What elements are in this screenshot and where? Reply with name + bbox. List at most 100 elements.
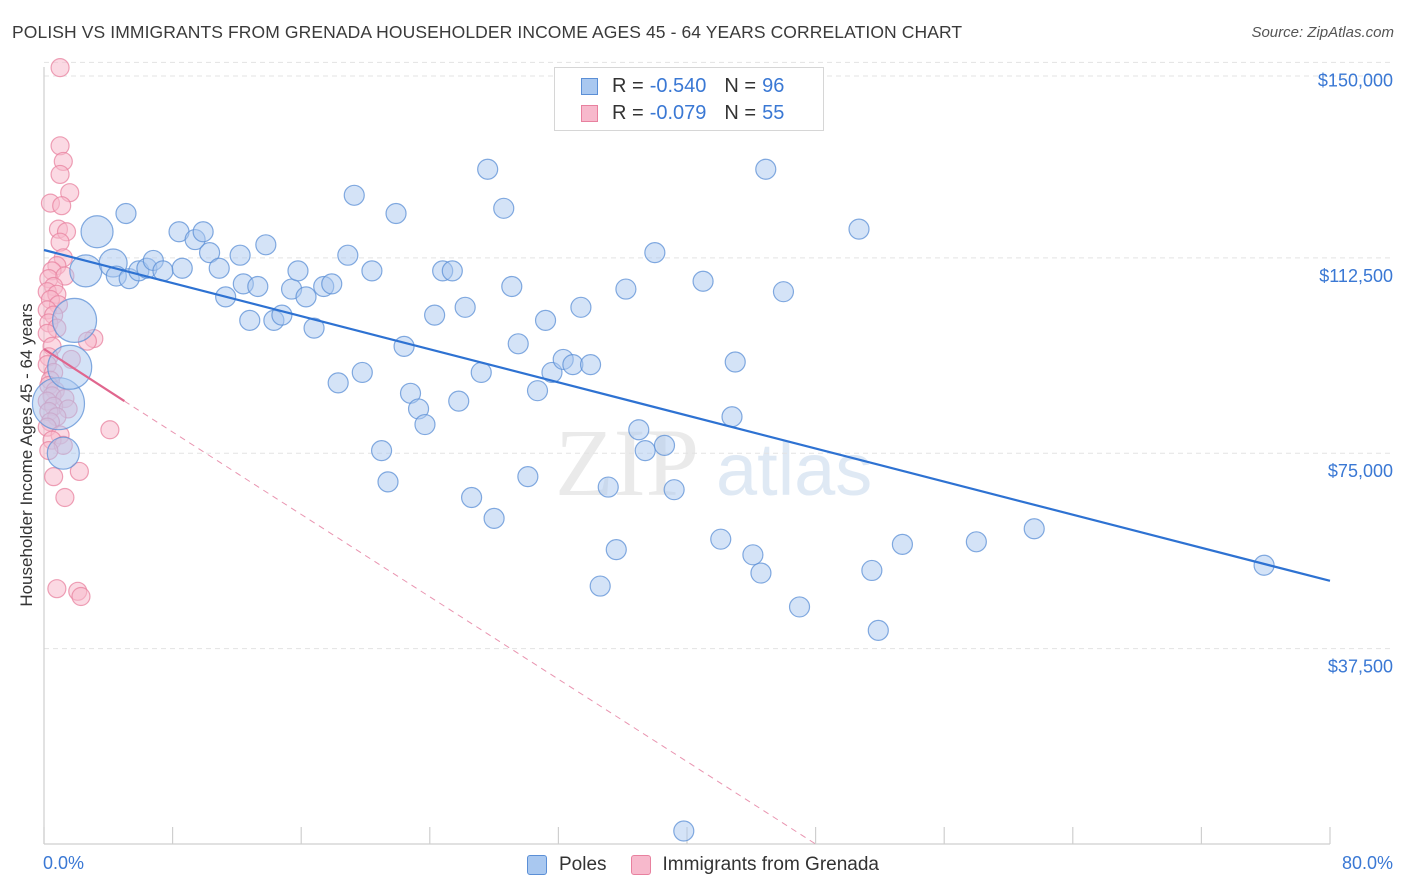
poles-point xyxy=(615,278,637,300)
grid xyxy=(44,61,1392,650)
r-value: -0.079 xyxy=(649,101,707,124)
poles-point xyxy=(343,184,365,206)
poles-point xyxy=(337,244,359,266)
poles-point xyxy=(517,466,539,488)
poles-point xyxy=(891,533,914,555)
grenada-point xyxy=(52,196,72,216)
poles-point xyxy=(534,309,557,331)
poles-point xyxy=(1253,554,1275,576)
poles-point xyxy=(321,273,343,295)
poles-trend-line xyxy=(43,248,1331,582)
poles-point xyxy=(867,619,889,641)
legend-item-poles[interactable]: Poles xyxy=(527,854,607,876)
poles-point xyxy=(361,260,383,282)
poles-point xyxy=(605,539,627,561)
poles-point xyxy=(351,361,373,384)
x-tick-label-min: 0.0% xyxy=(43,853,85,873)
poles-point xyxy=(303,317,325,339)
grenada-point xyxy=(69,461,89,482)
poles-point xyxy=(271,304,293,326)
grenada-point xyxy=(44,467,64,487)
stats-row-poles: R = -0.540 N = 96 xyxy=(581,73,784,99)
grenada-point xyxy=(47,579,67,599)
poles-point xyxy=(424,304,446,326)
poles-point xyxy=(724,351,746,373)
poles-point xyxy=(772,281,795,303)
poles-point xyxy=(377,471,399,493)
stats-legend: R = -0.540 N = 96 R = -0.079 N = 55 xyxy=(554,67,824,131)
poles-point xyxy=(965,531,987,553)
poles-point xyxy=(477,158,499,180)
watermark: ZIP atlas xyxy=(555,409,872,516)
poles-point xyxy=(634,440,656,462)
grenada-point xyxy=(50,136,70,156)
y-tick-label: $112,500 xyxy=(1319,266,1393,286)
series-poles xyxy=(31,158,1275,842)
poles-point xyxy=(255,234,277,256)
stats-row-grenada: R = -0.079 N = 55 xyxy=(581,100,784,126)
poles-point xyxy=(385,202,407,225)
trend-lines xyxy=(43,248,1331,845)
y-tick-labels: $37,500 $75,000 $112,500 $150,000 xyxy=(1318,70,1393,676)
legend-label-poles: Poles xyxy=(559,854,607,875)
grenada-trend-line xyxy=(43,348,125,403)
poles-point xyxy=(229,244,251,266)
poles-point xyxy=(692,270,714,292)
legend-item-grenada[interactable]: Immigrants from Grenada xyxy=(630,854,879,876)
poles-point xyxy=(663,479,685,501)
poles-point xyxy=(597,476,619,498)
n-label: N = xyxy=(724,101,757,124)
r-label: R = xyxy=(612,74,644,97)
poles-point xyxy=(295,286,317,308)
y-tick-label: $75,000 xyxy=(1328,461,1393,481)
poles-point xyxy=(848,218,870,240)
poles-point xyxy=(755,158,777,180)
n-label: N = xyxy=(724,74,757,97)
series-legend: Poles Immigrants from Grenada xyxy=(0,852,1406,878)
poles-swatch xyxy=(581,77,598,95)
poles-point xyxy=(742,544,764,566)
poles-point xyxy=(327,372,349,394)
grenada-swatch xyxy=(581,104,598,122)
poles-point xyxy=(171,257,193,279)
source-label: Source: ZipAtlas.com xyxy=(1251,24,1394,41)
poles-point xyxy=(51,297,98,343)
poles-point xyxy=(393,335,415,357)
poles-point xyxy=(788,596,811,618)
poles-point xyxy=(570,296,592,318)
grenada-point xyxy=(50,232,70,252)
poles-point xyxy=(673,820,695,842)
grenada-point xyxy=(71,586,91,607)
poles-point xyxy=(1023,518,1045,540)
poles-point xyxy=(441,260,463,282)
poles-point xyxy=(644,242,666,264)
poles-point xyxy=(287,260,309,282)
grenada-trend-extension xyxy=(124,400,816,845)
poles-point xyxy=(526,380,549,402)
grenada-point xyxy=(50,58,70,78)
poles-point xyxy=(483,507,505,529)
poles-point xyxy=(653,434,676,456)
legend-label-grenada: Immigrants from Grenada xyxy=(662,854,879,875)
poles-point xyxy=(460,486,483,509)
poles-point xyxy=(589,575,611,597)
watermark-atlas: atlas xyxy=(716,428,872,511)
r-value: -0.540 xyxy=(649,74,707,97)
poles-point xyxy=(370,440,393,462)
poles-point xyxy=(448,390,470,412)
poles-point xyxy=(198,242,221,264)
r-label: R = xyxy=(612,101,644,124)
poles-point xyxy=(750,562,772,584)
poles-point xyxy=(507,333,529,355)
poles-point xyxy=(208,257,230,279)
grenada-point xyxy=(50,164,70,185)
poles-point xyxy=(46,436,80,470)
grenada-point xyxy=(55,487,75,508)
poles-point xyxy=(115,202,137,225)
grenada-point xyxy=(100,420,120,440)
poles-point xyxy=(861,559,883,582)
y-tick-label: $37,500 xyxy=(1328,657,1393,677)
poles-point xyxy=(80,215,114,249)
n-value: 96 xyxy=(762,74,785,97)
